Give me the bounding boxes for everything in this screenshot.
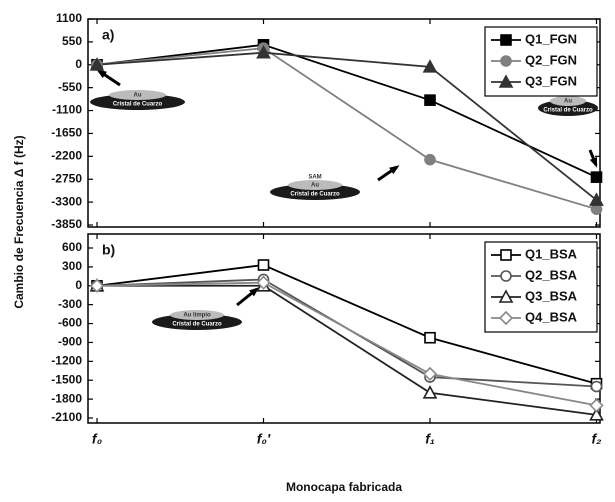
y-tick-label: -1100 <box>52 103 82 117</box>
marker <box>422 59 438 73</box>
marker <box>498 289 514 303</box>
inset-label: Cristal de Cuarzo <box>113 102 163 108</box>
inset-label: SAM <box>308 175 321 181</box>
series-line <box>97 284 597 416</box>
y-tick-label: -1200 <box>51 354 82 368</box>
panel-label: a) <box>102 27 114 43</box>
inset-arrowhead <box>389 165 400 175</box>
inset-label: Au <box>311 183 319 189</box>
legend-label: Q3_FGN <box>525 73 577 88</box>
y-tick-label: 300 <box>62 259 82 273</box>
inset-disk <box>152 314 242 330</box>
marker <box>498 74 514 88</box>
marker <box>256 45 271 59</box>
inset-electrode <box>170 310 224 320</box>
plot-frame <box>87 18 601 228</box>
marker <box>589 192 604 206</box>
series-line <box>96 281 597 407</box>
inset-label: Au <box>134 93 142 99</box>
marker <box>589 398 604 413</box>
x-tick-label: f₁ <box>425 431 435 447</box>
marker <box>589 407 604 421</box>
y-tick-label: -1650 <box>51 126 82 140</box>
inset-disk <box>538 100 598 116</box>
y-tick-label: -1500 <box>51 372 82 386</box>
marker <box>498 310 514 326</box>
inset-arrowhead <box>589 157 598 168</box>
series-line <box>96 47 597 211</box>
inset-disk <box>270 184 360 200</box>
marker <box>89 57 105 71</box>
marker <box>89 278 105 293</box>
x-axis-label: Monocapa fabricada <box>286 480 402 494</box>
y-tick-label: 600 <box>62 240 82 254</box>
legend-label: Q1_BSA <box>525 246 578 261</box>
series-line <box>96 51 598 201</box>
y-tick-label: -3300 <box>51 194 82 208</box>
legend-label: Q1_FGN <box>525 31 577 46</box>
plot-frame <box>87 233 601 424</box>
x-tick-label: f₀ <box>92 431 103 447</box>
marker <box>424 331 436 344</box>
x-tick-label: f₂ <box>591 431 601 447</box>
marker <box>500 270 512 282</box>
marker <box>500 55 512 67</box>
marker <box>257 259 270 271</box>
marker <box>500 34 512 46</box>
marker <box>424 153 436 166</box>
y-tick-label: 1100 <box>56 11 82 25</box>
inset-label: Au <box>564 99 572 105</box>
y-tick-label: -2750 <box>51 171 82 185</box>
y-tick-label: 550 <box>62 34 82 48</box>
inset-arrowhead <box>249 287 260 297</box>
inset-electrode <box>109 90 166 100</box>
inset-label: Cristal de Cuarzo <box>290 192 340 198</box>
inset-disk <box>90 94 185 110</box>
y-tick-label: -600 <box>58 316 82 330</box>
marker <box>500 249 512 261</box>
marker <box>256 275 271 290</box>
y-tick-label: -2100 <box>51 410 82 424</box>
legend-label: Q2_FGN <box>525 52 577 67</box>
panel-label: b) <box>102 242 115 258</box>
y-tick-label: 0 <box>75 57 82 71</box>
series-line <box>96 43 597 178</box>
x-tick-label: f₀' <box>257 431 271 447</box>
marker <box>590 380 603 393</box>
marker <box>424 94 436 106</box>
inset-electrode <box>288 180 342 190</box>
y-tick-label: -900 <box>58 335 82 349</box>
y-tick-label: -3850 <box>51 217 82 231</box>
series-line <box>96 264 597 385</box>
y-tick-label: -1800 <box>51 391 82 405</box>
legend-label: Q4_BSA <box>525 309 578 324</box>
y-tick-label: -550 <box>58 80 82 94</box>
y-tick-label: -300 <box>58 297 82 311</box>
inset-label: Cristal de Cuarzo <box>543 108 593 114</box>
inset-label: Cristal de Cuarzo <box>172 322 222 328</box>
marker <box>590 171 603 183</box>
marker <box>422 385 438 399</box>
y-tick-label: 0 <box>75 278 82 292</box>
legend-label: Q3_BSA <box>525 288 578 303</box>
inset-arrowhead <box>96 69 107 79</box>
legend-label: Q2_BSA <box>525 267 578 282</box>
inset-label: Au limpio <box>183 313 211 319</box>
y-axis-label: Cambio de Frecuencia Δ f (Hz) <box>12 135 26 308</box>
y-tick-label: -2200 <box>51 149 82 163</box>
marker <box>422 366 438 382</box>
inset-electrode <box>550 96 586 106</box>
